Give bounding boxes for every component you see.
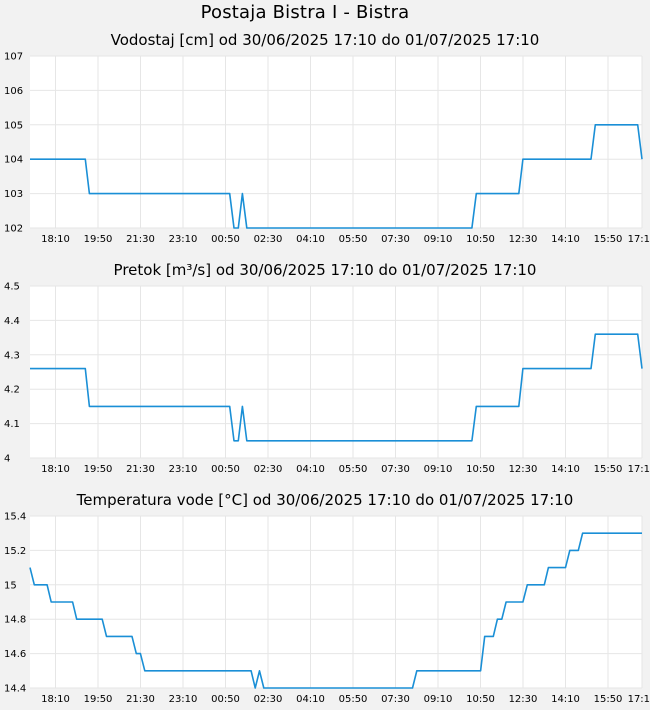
discharge-x-tick-label: 23:10 [169, 464, 198, 475]
discharge-y-tick-label: 4 [4, 454, 10, 465]
water-level-x-tick-label: 21:30 [126, 234, 155, 245]
discharge-y-tick-label: 4.3 [4, 350, 20, 361]
water-level-y-tick-label: 103 [4, 189, 23, 200]
water-level-x-tick-label: 19:50 [84, 234, 113, 245]
temperature-chart-title: Temperatura vode [°C] od 30/06/2025 17:1… [76, 491, 574, 509]
water-level-x-tick-label: 10:50 [466, 234, 495, 245]
discharge-chart-title: Pretok [m³/s] od 30/06/2025 17:10 do 01/… [113, 261, 537, 279]
water-level-y-tick-label: 106 [4, 86, 23, 97]
temperature-y-tick-label: 14.4 [4, 684, 26, 695]
discharge-x-tick-label: 05:50 [339, 464, 368, 475]
temperature-y-tick-label: 15.4 [4, 512, 26, 523]
temperature-x-tick-label: 18:10 [41, 694, 70, 705]
temperature-plot-area [30, 516, 642, 688]
discharge-x-tick-label: 02:30 [254, 464, 283, 475]
discharge-x-tick-label: 19:50 [84, 464, 113, 475]
discharge-x-tick-label: 21:30 [126, 464, 155, 475]
temperature-x-tick-label: 09:10 [424, 694, 453, 705]
water-level-x-tick-label: 14:10 [551, 234, 580, 245]
temperature-x-tick-label: 19:50 [84, 694, 113, 705]
discharge-series-line [30, 333, 643, 442]
water-level-x-tick-label: 17:10 [628, 234, 650, 245]
water-level-chart: 107 106 105 104 103 102 18:10 19:50 21:30 23:10 00… [4, 52, 650, 246]
temperature-x-tick-label: 23:10 [169, 694, 198, 705]
water-level-x-tick-label: 23:10 [169, 234, 198, 245]
temperature-x-tick-label: 12:30 [509, 694, 538, 705]
temperature-y-tick-label: 14.6 [4, 649, 26, 660]
water-level-y-tick-label: 107 [4, 52, 23, 63]
temperature-x-tick-label: 10:50 [466, 694, 495, 705]
discharge-x-tick-label: 09:10 [424, 464, 453, 475]
temperature-x-tick-label: 14:10 [551, 694, 580, 705]
discharge-x-tick-label: 18:10 [41, 464, 70, 475]
discharge-x-tick-label: 04:10 [296, 464, 325, 475]
discharge-x-tick-label: 10:50 [466, 464, 495, 475]
water-level-x-tick-label: 07:30 [381, 234, 410, 245]
water-level-x-tick-label: 12:30 [509, 234, 538, 245]
temperature-x-tick-label: 17:10 [628, 694, 650, 705]
temperature-x-tick-label: 04:10 [296, 694, 325, 705]
discharge-plot-area [30, 286, 642, 458]
temperature-x-tick-label: 15:50 [594, 694, 623, 705]
discharge-x-tick-label: 15:50 [594, 464, 623, 475]
temperature-x-tick-label: 05:50 [339, 694, 368, 705]
temperature-x-tick-label: 00:50 [211, 694, 240, 705]
discharge-y-tick-label: 4.5 [4, 282, 20, 293]
discharge-y-tick-label: 4.1 [4, 419, 20, 430]
water-level-plot-area [30, 56, 642, 228]
temperature-y-tick-label: 15.2 [4, 546, 26, 557]
water-level-y-tick-label: 105 [4, 120, 23, 131]
discharge-x-tick-label: 07:30 [381, 464, 410, 475]
water-level-x-tick-label: 05:50 [339, 234, 368, 245]
water-level-x-tick-label: 15:50 [594, 234, 623, 245]
page-title: Postaja Bistra I - Bistra [200, 2, 410, 23]
discharge-x-tick-label: 14:10 [551, 464, 580, 475]
discharge-chart: 4.5 4.4 4.3 4.2 4.1 4 18:10 19:50 21:30 23:10 00:5… [4, 282, 650, 476]
temperature-y-tick-label: 14.8 [4, 615, 26, 626]
temperature-series-line [29, 532, 642, 689]
water-level-x-tick-label: 02:30 [254, 234, 283, 245]
discharge-x-tick-label: 00:50 [211, 464, 240, 475]
temperature-x-tick-label: 02:30 [254, 694, 283, 705]
temperature-x-tick-label: 07:30 [381, 694, 410, 705]
water-level-x-tick-label: 04:10 [296, 234, 325, 245]
water-level-chart-title: Vodostaj [cm] od 30/06/2025 17:10 do 01/… [110, 31, 540, 49]
discharge-x-tick-label: 17:10 [628, 464, 650, 475]
temperature-x-tick-label: 21:30 [126, 694, 155, 705]
discharge-y-tick-label: 4.2 [4, 385, 20, 396]
water-level-series-line [30, 124, 643, 229]
water-level-x-tick-label: 00:50 [211, 234, 240, 245]
water-level-y-tick-label: 104 [4, 155, 23, 166]
discharge-x-tick-label: 12:30 [509, 464, 538, 475]
water-level-y-tick-label: 102 [4, 224, 23, 235]
water-level-x-tick-label: 09:10 [424, 234, 453, 245]
discharge-y-tick-label: 4.4 [4, 316, 20, 327]
temperature-y-tick-label: 15 [4, 580, 17, 591]
water-level-x-tick-label: 18:10 [41, 234, 70, 245]
